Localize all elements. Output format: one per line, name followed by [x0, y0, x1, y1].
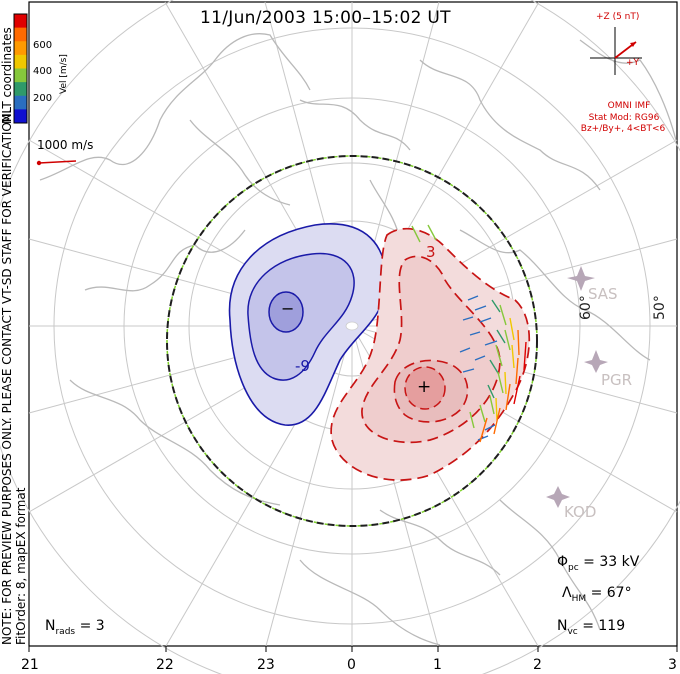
- heppner-maynard-boundary: [166, 155, 538, 527]
- mlt-axis-ticks: [28, 646, 678, 652]
- colorbar-band: [14, 68, 27, 83]
- scale-vector-label: 1000 m/s: [37, 138, 94, 152]
- potential-maximum-marker: +: [417, 377, 432, 397]
- positive-potential-cell: [330, 227, 531, 481]
- fit-order-label: FitOrder: 8, mapEX format: [14, 487, 28, 645]
- positive-contour-label: 3: [426, 243, 436, 261]
- imf-condition: Bz+/By+, 4<BT<6: [580, 124, 666, 134]
- mlt-tick-23: 23: [257, 657, 275, 673]
- velocity-colorbar: [14, 14, 27, 124]
- radar-site-markers: [546, 266, 608, 508]
- imf-dial: [590, 27, 642, 75]
- scale-vector: [38, 160, 77, 164]
- radar-label-kod: KOD: [564, 503, 597, 521]
- mlt-tick-21: 21: [21, 657, 39, 673]
- imf-source: OMNI IMF: [607, 101, 651, 111]
- colorbar-band: [14, 82, 27, 97]
- boundary-vectors: [166, 155, 538, 527]
- radar-count: Nrads = 3: [45, 618, 105, 637]
- preview-note: NOTE: FOR PREVIEW PURPOSES ONLY. PLEASE …: [0, 109, 14, 645]
- velocity-vectors: [411, 224, 527, 443]
- negative-potential-cell: [228, 223, 387, 426]
- radar-label-pgr: PGR: [601, 371, 633, 389]
- magnetic-pole: [345, 321, 359, 331]
- hm-boundary-latitude: ΛHM = 67°: [562, 585, 632, 604]
- latitude-label-60: 60°: [578, 295, 594, 320]
- mlt-tick-2: 2: [533, 657, 542, 673]
- colorbar-band: [14, 41, 27, 56]
- mlt-tick-22: 22: [156, 657, 174, 673]
- imf-z-axis-label: +Z (5 nT): [596, 12, 640, 22]
- mlt-tick-0: 0: [347, 657, 356, 673]
- radar-label-sas: SAS: [588, 285, 618, 303]
- mlt-tick-1: 1: [433, 657, 442, 673]
- colorbar-tick-400: 400: [33, 66, 53, 77]
- colorbar-band: [14, 54, 27, 69]
- latitude-label-50: 50°: [652, 295, 668, 320]
- map-title: 11/Jun/2003 15:00–15:02 UT: [200, 8, 451, 28]
- vector-count: Nvc = 119: [557, 618, 626, 637]
- colorbar-frame: [13, 13, 28, 124]
- imf-y-axis-label: +Y: [626, 58, 640, 68]
- colorbar-band: [14, 109, 27, 124]
- cross-polar-potential: Φpc = 33 kV: [557, 554, 640, 573]
- map-frame: [28, 1, 678, 647]
- colorbar-band: [14, 14, 27, 29]
- negative-contour-label: -9: [295, 357, 310, 375]
- colorbar-tick-600: 600: [33, 40, 53, 51]
- imf-stat-model: Stat Mod: RG96: [588, 113, 660, 123]
- mlt-tick-3: 3: [668, 657, 677, 673]
- colorbar-label: Vel [m/s]: [59, 54, 69, 94]
- potential-minimum-marker: −: [281, 299, 295, 318]
- colorbar-tick-200: 200: [33, 93, 53, 104]
- colorbar-band: [14, 95, 27, 110]
- colorbar-band: [14, 27, 27, 42]
